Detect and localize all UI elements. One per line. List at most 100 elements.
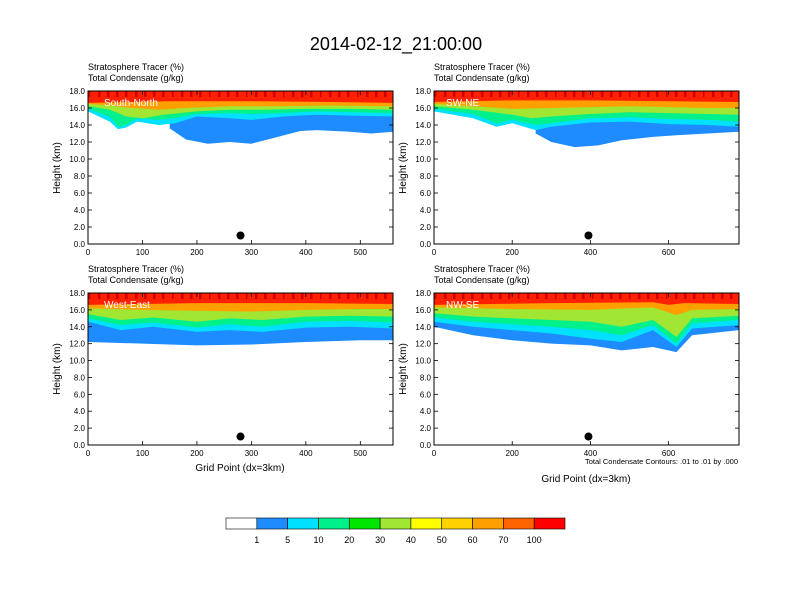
stripe-mark xyxy=(99,91,101,97)
y-tick-label: 8.0 xyxy=(420,172,432,181)
stripe-mark xyxy=(721,293,723,299)
top-stripes xyxy=(88,91,387,97)
stripe-mark xyxy=(273,293,275,299)
colorbar-swatch xyxy=(318,517,350,530)
colorbar-label: 70 xyxy=(498,535,508,545)
x-tick-label: 200 xyxy=(190,248,204,257)
stripe-mark xyxy=(471,293,473,299)
stripe-mark xyxy=(454,293,456,299)
x-tick-label: 0 xyxy=(86,248,91,257)
stripe-mark xyxy=(190,91,192,97)
panel-title-line2: Total Condensate (g/kg) xyxy=(88,275,184,285)
location-marker xyxy=(236,432,245,441)
x-tick-label: 100 xyxy=(136,449,150,458)
stripe-mark xyxy=(435,91,437,97)
y-tick-label: 6.0 xyxy=(74,390,86,399)
stripe-mark xyxy=(311,293,313,299)
stripe-mark xyxy=(462,293,464,299)
stripe-mark xyxy=(375,293,377,299)
y-tick-label: 6.0 xyxy=(420,189,432,198)
stripe-mark xyxy=(639,91,641,97)
y-tick-label: 10.0 xyxy=(415,357,431,366)
plot-frame xyxy=(87,90,394,245)
x-tick-label: 0 xyxy=(432,248,437,257)
stripe-mark xyxy=(181,91,183,97)
stripe-mark xyxy=(172,293,174,299)
stripe-mark xyxy=(99,293,101,299)
stripe-mark xyxy=(384,293,386,299)
y-tick-label: 2.0 xyxy=(74,424,86,433)
stripe-mark xyxy=(444,293,446,299)
stripe-mark xyxy=(385,293,387,299)
stripe-mark xyxy=(684,293,686,299)
x-tick-label: 400 xyxy=(584,248,598,257)
colorbar-label: 100 xyxy=(527,535,542,545)
top-stripes xyxy=(434,293,733,299)
stripe-mark xyxy=(125,293,127,299)
stripe-mark xyxy=(136,91,138,97)
y-tick-label: 18.0 xyxy=(415,289,431,298)
stripe-mark xyxy=(619,91,621,97)
stripe-mark xyxy=(357,293,359,299)
stripe-mark xyxy=(500,293,502,299)
y-tick-label: 14.0 xyxy=(69,121,85,130)
x-tick-label: 300 xyxy=(245,248,259,257)
stripe-mark xyxy=(731,91,733,97)
stripe-mark xyxy=(694,293,696,299)
stripe-mark xyxy=(656,293,658,299)
stripe-mark xyxy=(264,293,266,299)
stripe-mark xyxy=(434,91,436,97)
stripe-mark xyxy=(107,91,109,97)
stripe-mark xyxy=(116,293,118,299)
stripe-mark xyxy=(471,91,473,97)
stripe-mark xyxy=(274,293,276,299)
stripe-mark xyxy=(713,91,715,97)
panel-title-line1: Stratosphere Tracer (%) xyxy=(434,62,530,72)
stripe-mark xyxy=(453,91,455,97)
colorbar-label: 60 xyxy=(468,535,478,545)
stripe-mark xyxy=(190,293,192,299)
stripe-mark xyxy=(367,91,369,97)
stripe-mark xyxy=(491,293,493,299)
stripe-mark xyxy=(462,91,464,97)
y-tick-label: 10.0 xyxy=(415,155,431,164)
stripe-mark xyxy=(620,91,622,97)
stripe-mark xyxy=(546,91,548,97)
stripe-mark xyxy=(592,91,594,97)
contour-note: Total Condensate Contours: .01 to .01 by… xyxy=(585,457,738,466)
stripe-mark xyxy=(385,91,387,97)
stripe-mark xyxy=(200,293,202,299)
filled-contours xyxy=(88,91,393,144)
stripe-mark xyxy=(481,293,483,299)
stripe-mark xyxy=(330,91,332,97)
stripe-mark xyxy=(676,293,678,299)
stripe-mark xyxy=(611,91,613,97)
y-axis-label: Height (km) xyxy=(398,343,409,395)
stripe-mark xyxy=(182,91,184,97)
stripe-mark xyxy=(236,91,238,97)
colorbar-swatch xyxy=(348,517,381,530)
stripe-mark xyxy=(445,293,447,299)
stripe-mark xyxy=(454,91,456,97)
y-tick-label: 16.0 xyxy=(415,104,431,113)
stripe-mark xyxy=(163,91,165,97)
stripe-mark xyxy=(265,293,267,299)
plot-frame xyxy=(433,90,740,245)
stripe-mark xyxy=(237,293,239,299)
y-tick-label: 8.0 xyxy=(74,373,86,382)
stripe-mark xyxy=(583,293,585,299)
stripe-mark xyxy=(98,293,100,299)
stripe-mark xyxy=(191,91,193,97)
stripe-mark xyxy=(536,91,538,97)
stripe-mark xyxy=(209,91,211,97)
stripe-mark xyxy=(482,91,484,97)
stripe-mark xyxy=(292,91,294,97)
stripe-mark xyxy=(638,293,640,299)
stripe-mark xyxy=(694,91,696,97)
plot-frame xyxy=(87,292,394,446)
stripe-mark xyxy=(218,91,220,97)
stripe-mark xyxy=(573,293,575,299)
y-tick-label: 12.0 xyxy=(415,340,431,349)
stripe-mark xyxy=(302,91,304,97)
stripe-mark xyxy=(472,293,474,299)
